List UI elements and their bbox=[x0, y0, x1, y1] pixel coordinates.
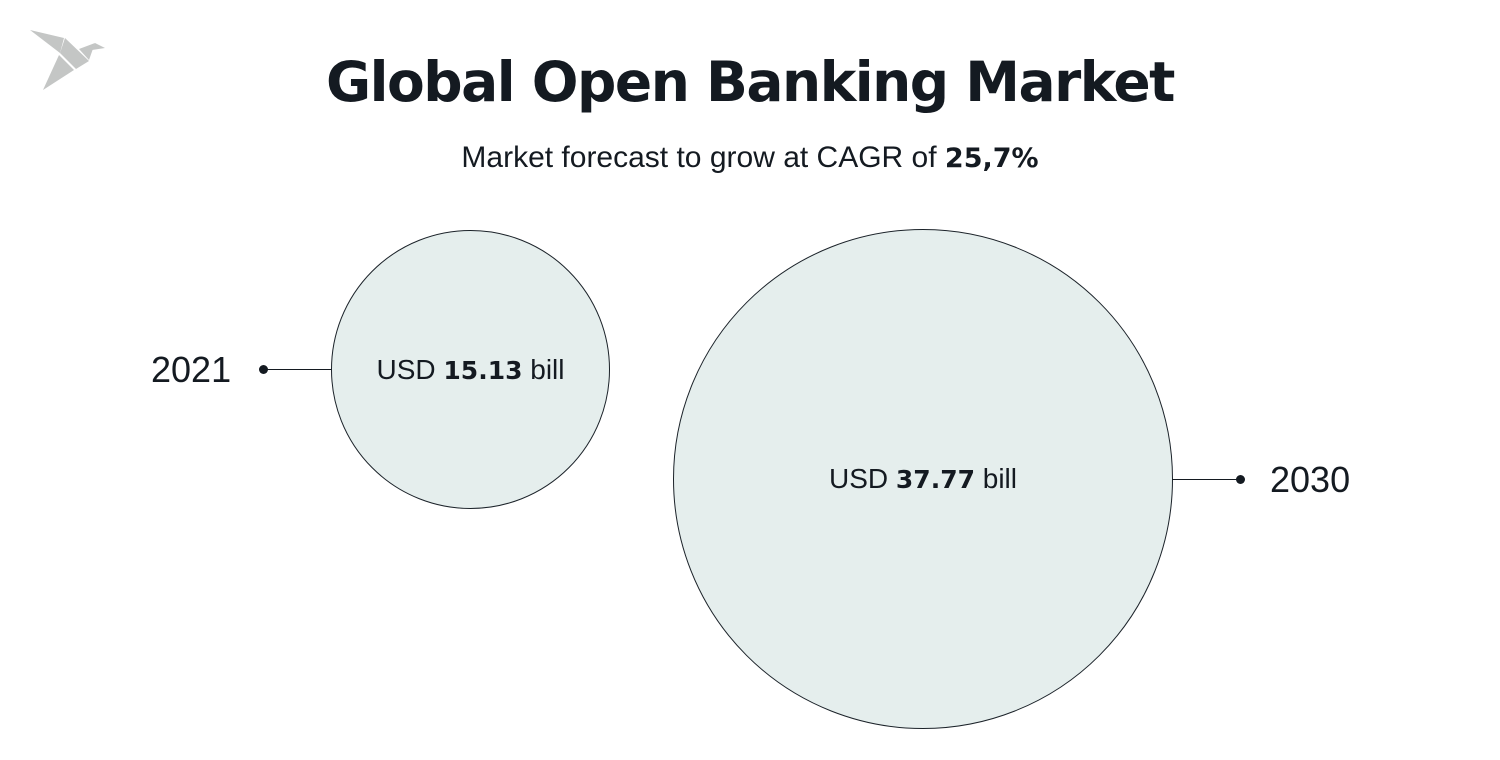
cagr-value: 25,7% bbox=[944, 143, 1039, 174]
subtitle-text: Market forecast to grow at CAGR of bbox=[461, 141, 945, 174]
value: 15.13 bbox=[443, 355, 523, 385]
currency: USD bbox=[376, 353, 436, 385]
connector-dot bbox=[1236, 475, 1245, 484]
bubble-2030: USD 37.77 bill bbox=[673, 229, 1173, 729]
page-title: Global Open Banking Market bbox=[326, 50, 1175, 114]
currency: USD bbox=[829, 463, 889, 494]
bubble-value-label: USD 15.13 bill bbox=[377, 354, 565, 386]
value: 37.77 bbox=[895, 465, 975, 494]
year-label-2030: 2030 bbox=[1270, 459, 1351, 500]
unit: bill bbox=[982, 463, 1017, 494]
subtitle: Market forecast to grow at CAGR of 25,7% bbox=[0, 138, 1500, 179]
bubble-2021: USD 15.13 bill bbox=[331, 230, 610, 509]
unit: bill bbox=[530, 353, 565, 385]
connector-line bbox=[1172, 478, 1240, 480]
bubble-value-label: USD 37.77 bill bbox=[829, 463, 1017, 495]
connector-line bbox=[263, 368, 333, 370]
year-label-2021: 2021 bbox=[151, 349, 232, 390]
origami-bird-icon bbox=[30, 30, 105, 90]
